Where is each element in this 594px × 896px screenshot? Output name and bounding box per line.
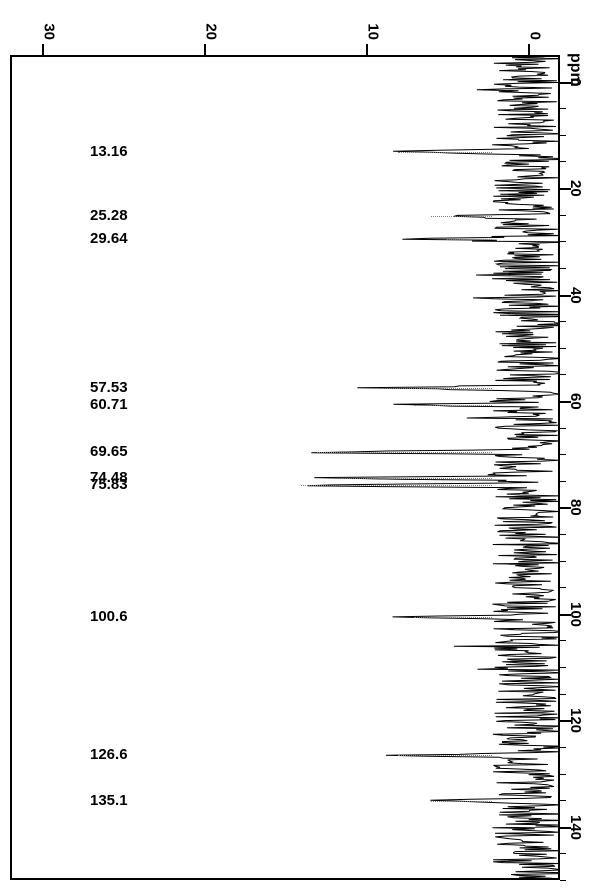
x-minor-tick — [560, 640, 566, 641]
x-tick-label: 140 — [567, 815, 584, 840]
x-minor-tick — [560, 827, 566, 828]
x-minor-tick — [560, 268, 566, 269]
peak-guide-line — [398, 152, 492, 154]
y-tick — [42, 44, 44, 55]
nmr-spectrum-chart: ppm 010203002040608010012014013.1625.282… — [0, 0, 594, 896]
x-minor-tick — [560, 161, 566, 162]
x-minor-tick — [560, 241, 566, 242]
x-minor-tick — [560, 348, 566, 349]
x-minor-tick — [560, 561, 566, 562]
x-minor-tick — [560, 108, 566, 109]
peak-guide-line — [334, 478, 493, 480]
x-minor-tick — [560, 774, 566, 775]
x-tick-label: 120 — [567, 708, 584, 733]
x-minor-tick — [560, 587, 566, 588]
x-minor-tick — [560, 401, 566, 402]
y-tick-label: 10 — [364, 23, 381, 40]
x-minor-tick — [560, 481, 566, 482]
x-tick-label: 0 — [567, 78, 584, 86]
x-minor-tick — [560, 188, 566, 189]
x-minor-tick — [560, 800, 566, 801]
x-minor-tick — [560, 454, 566, 455]
peak-label: 57.53 — [90, 379, 128, 396]
peak-guide-line — [447, 239, 492, 241]
peak-guide-line — [414, 617, 492, 619]
peak-label: 126.6 — [90, 746, 128, 763]
peak-guide-line — [431, 801, 492, 803]
y-tick-label: 0 — [526, 32, 543, 40]
peak-label: 60.71 — [90, 396, 128, 413]
x-minor-tick — [560, 321, 566, 322]
x-minor-tick — [560, 880, 566, 881]
y-tick — [204, 44, 206, 55]
peak-label: 100.6 — [90, 608, 128, 625]
peak-label: 75.83 — [90, 476, 128, 493]
peak-label: 25.28 — [90, 207, 128, 224]
x-minor-tick — [560, 614, 566, 615]
x-tick-label: 80 — [567, 499, 584, 516]
x-minor-tick — [560, 694, 566, 695]
peak-guide-line — [398, 755, 492, 757]
x-tick-label: 20 — [567, 180, 584, 197]
x-minor-tick — [560, 853, 566, 854]
peak-guide-line — [431, 216, 492, 218]
x-minor-tick — [560, 720, 566, 721]
x-minor-tick — [560, 374, 566, 375]
x-minor-tick — [560, 534, 566, 535]
peak-label: 13.16 — [90, 143, 128, 160]
peak-label: 29.64 — [90, 230, 128, 247]
x-tick-label: 40 — [567, 287, 584, 304]
peak-guide-line — [414, 405, 492, 407]
peak-label: 135.1 — [90, 792, 128, 809]
x-minor-tick — [560, 215, 566, 216]
peak-guide-line — [317, 452, 492, 454]
x-minor-tick — [560, 135, 566, 136]
x-minor-tick — [560, 295, 566, 296]
x-minor-tick — [560, 747, 566, 748]
y-tick — [528, 44, 530, 55]
y-tick-label: 30 — [41, 23, 58, 40]
x-minor-tick — [560, 667, 566, 668]
x-tick-label: 100 — [567, 602, 584, 627]
x-minor-tick — [560, 428, 566, 429]
peak-guide-line — [301, 485, 492, 487]
peak-guide-line — [382, 388, 492, 390]
peak-label: 69.65 — [90, 443, 128, 460]
y-tick-label: 20 — [203, 23, 220, 40]
y-tick — [366, 44, 368, 55]
x-minor-tick — [560, 82, 566, 83]
x-tick-label: 60 — [567, 393, 584, 410]
x-minor-tick — [560, 507, 566, 508]
